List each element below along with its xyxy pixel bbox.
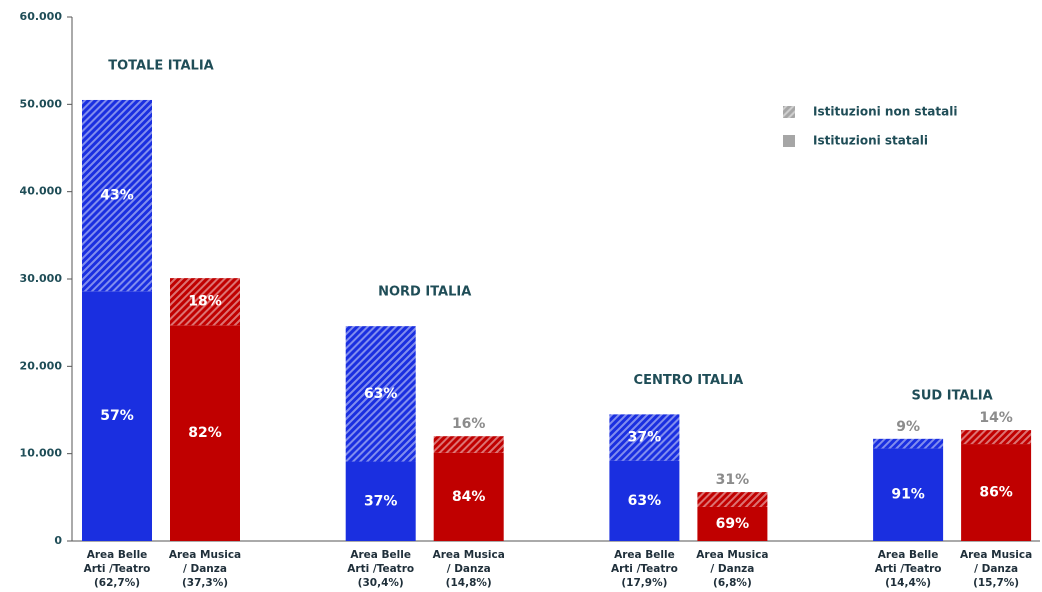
data-label: 37%: [628, 430, 662, 446]
data-label: 63%: [364, 386, 398, 402]
bar-segment: [345, 326, 416, 462]
data-label: 84%: [452, 489, 486, 505]
y-tick-label: 20.000: [20, 359, 63, 372]
data-label: 14%: [979, 410, 1013, 426]
legend-item: Istituzioni statali: [783, 134, 928, 148]
bar-segment: [345, 461, 416, 541]
x-tick-label: Area Musica / Danza (15,7%): [960, 549, 1032, 589]
legend-item: Istituzioni non statali: [783, 105, 957, 119]
bar-segment: [170, 278, 240, 326]
data-label: 16%: [452, 416, 486, 432]
bar-segment: [82, 99, 152, 292]
data-label: 43%: [100, 188, 134, 204]
x-tick-label: Area Musica / Danza (37,3%): [169, 549, 241, 589]
x-tick-label: Area Musica / Danza (6,8%): [696, 549, 768, 589]
data-label: 86%: [979, 485, 1013, 501]
bar-segment: [697, 506, 768, 541]
data-label: 37%: [364, 493, 398, 509]
y-tick-label: 0: [54, 534, 62, 547]
data-label: 18%: [188, 294, 222, 310]
legend-swatch: [783, 135, 795, 147]
bar-segment: [873, 438, 944, 449]
data-label: 9%: [896, 419, 920, 435]
data-label: 91%: [891, 487, 925, 503]
legend-label: Istituzioni statali: [813, 134, 928, 148]
group-title: TOTALE ITALIA: [108, 58, 213, 73]
data-label: 69%: [716, 516, 750, 532]
legend-label: Istituzioni non statali: [813, 105, 957, 119]
bar-segment: [609, 414, 680, 461]
x-tick-label: Area Belle Arti /Teatro (17,9%): [611, 549, 678, 589]
x-tick-label: Area Belle Arti /Teatro (30,4%): [347, 549, 414, 589]
x-tick-label: Area Belle Arti /Teatro (62,7%): [84, 549, 151, 589]
data-label: 31%: [716, 472, 750, 488]
bar-segment: [433, 436, 504, 453]
y-tick-label: 10.000: [20, 447, 63, 460]
x-tick-label: Area Musica / Danza (14,8%): [433, 549, 505, 589]
legend-swatch: [783, 106, 795, 118]
bar-segment: [697, 492, 768, 507]
data-label: 57%: [100, 408, 134, 424]
bar-segment: [170, 325, 240, 541]
bar-segment: [961, 430, 1032, 445]
y-tick-label: 60.000: [20, 10, 63, 23]
group-title: SUD ITALIA: [912, 389, 993, 404]
bar-segment: [873, 448, 944, 541]
group-title: CENTRO ITALIA: [634, 373, 744, 388]
bar-segment: [82, 291, 152, 541]
group-title: NORD ITALIA: [378, 285, 471, 300]
y-tick-label: 40.000: [20, 185, 63, 198]
data-label: 63%: [628, 493, 662, 509]
y-tick-label: 50.000: [20, 97, 63, 110]
data-label: 82%: [188, 425, 222, 441]
bar-segment: [433, 452, 504, 541]
bar-segment: [961, 444, 1032, 541]
y-tick-label: 30.000: [20, 272, 63, 285]
x-tick-label: Area Belle Arti /Teatro (14,4%): [875, 549, 942, 589]
bar-segment: [609, 460, 680, 541]
